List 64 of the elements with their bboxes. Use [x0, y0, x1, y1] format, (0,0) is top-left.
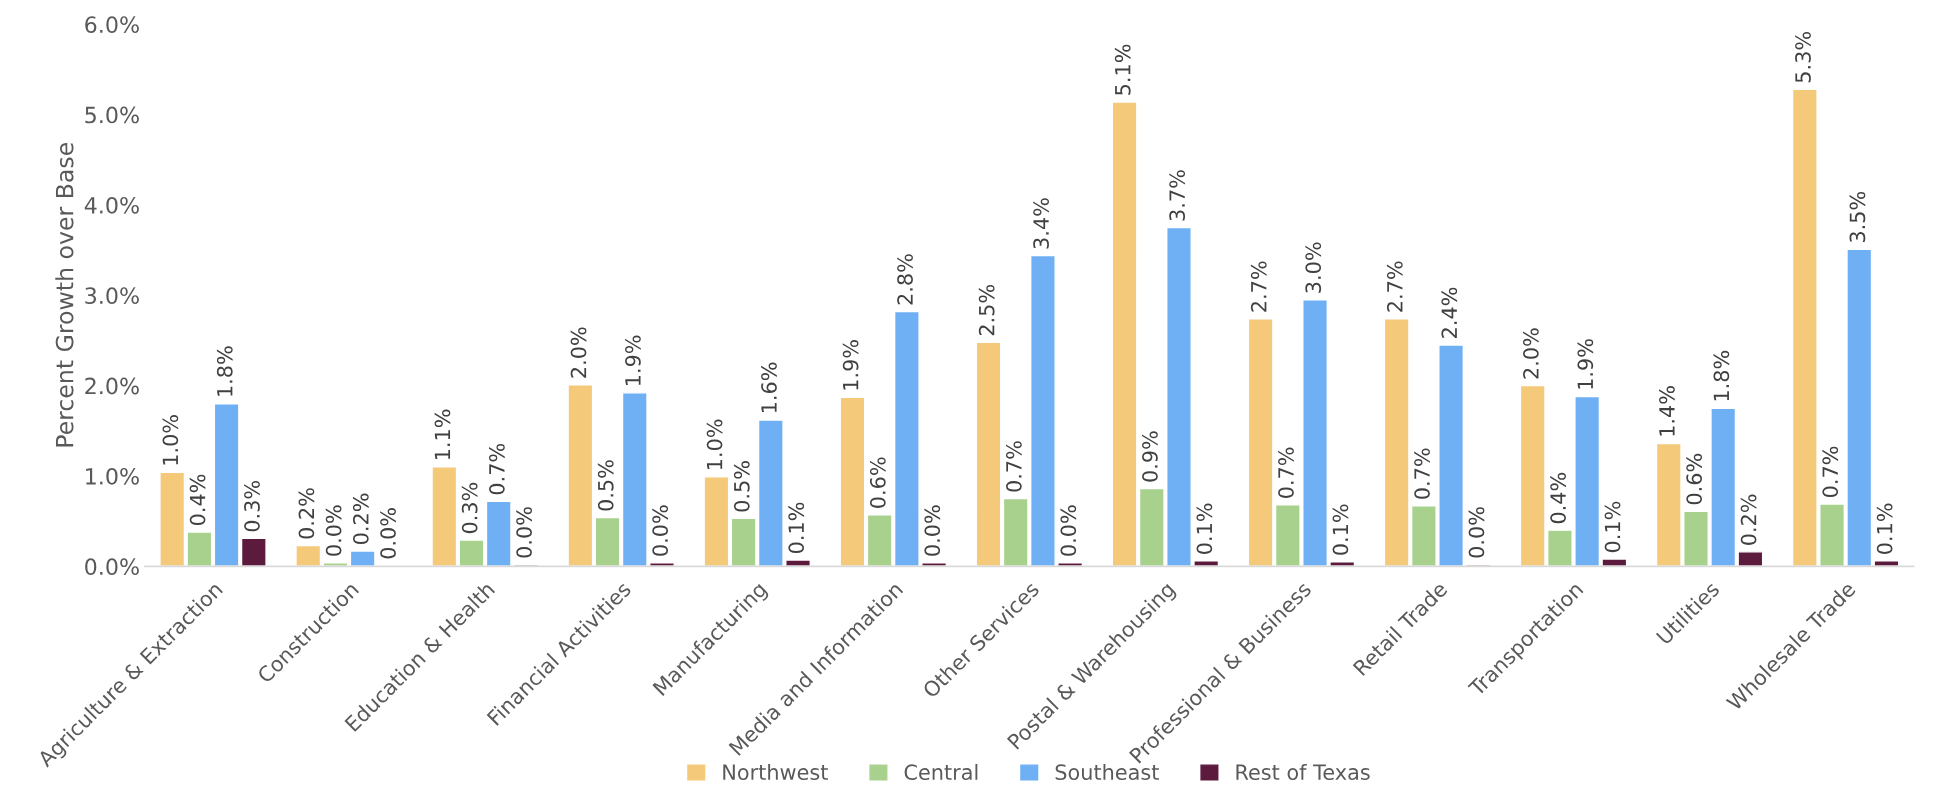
y-axis-title: Percent Growth over Base [55, 143, 74, 447]
data-label: 0.0% [652, 505, 669, 556]
data-label: 0.3% [461, 482, 478, 534]
data-label: 1.6% [761, 362, 777, 413]
data-label: 0.1% [1876, 503, 1893, 554]
data-label: 0.7% [1278, 447, 1294, 498]
data-label: 0.0% [325, 505, 342, 556]
y-tick-label: 3.0% [85, 287, 139, 305]
y-tick-label: 1.0% [86, 467, 139, 485]
data-label: 0.7% [489, 443, 505, 495]
data-label: 0.7% [1006, 441, 1022, 492]
data-label: 0.7% [1822, 446, 1839, 498]
data-label: 1.0% [706, 419, 723, 470]
data-label: 0.6% [869, 457, 886, 508]
y-tick-label: 4.0% [84, 196, 139, 214]
data-label: 3.7% [1169, 170, 1186, 221]
data-label: 0.0% [380, 508, 396, 559]
data-label: 1.9% [842, 340, 859, 390]
data-label: 2.0% [570, 327, 587, 378]
legend-label: Northwest [723, 763, 828, 781]
data-label: 2.8% [897, 254, 913, 305]
data-label: 1.0% [162, 415, 179, 465]
data-label: 0.5% [733, 461, 750, 512]
legend-label: Southeast [1055, 763, 1159, 781]
y-tick-label: 0.0% [85, 558, 139, 576]
data-label: 2.5% [978, 284, 995, 336]
data-label: 0.4% [1550, 472, 1566, 524]
data-label: 0.3% [244, 480, 260, 532]
data-label: 1.9% [625, 335, 641, 386]
data-label: 0.2% [1740, 494, 1757, 545]
data-label: 0.2% [298, 488, 315, 539]
data-label: 0.1% [788, 502, 805, 554]
data-label: 3.5% [1849, 191, 1866, 243]
data-label: 0.0% [924, 505, 941, 556]
data-label: 0.6% [1686, 453, 1703, 505]
data-label: 5.3% [1795, 31, 1811, 83]
data-label: 1.8% [216, 346, 233, 396]
data-label: 0.0% [1468, 507, 1485, 558]
data-label: 1.9% [1577, 339, 1594, 389]
data-label: 2.7% [1386, 261, 1403, 312]
legend-label: Rest of Texas [1236, 763, 1370, 781]
y-tick-label: 6.0% [85, 16, 139, 34]
data-label: 0.1% [1196, 503, 1213, 554]
data-label: 0.1% [1604, 501, 1621, 553]
data-label: 0.0% [516, 507, 532, 558]
data-label: 0.0% [1060, 505, 1077, 556]
data-label: 1.8% [1713, 350, 1730, 401]
data-label: 1.1% [434, 409, 451, 460]
y-tick-label: 2.0% [85, 377, 139, 395]
data-label: 3.4% [1033, 198, 1049, 249]
y-tick-label: 5.0% [85, 106, 139, 124]
data-label: 2.4% [1441, 287, 1458, 338]
legend-label: Central [904, 763, 978, 781]
data-label: 0.1% [1332, 504, 1349, 555]
data-label: 0.2% [352, 493, 369, 545]
data-label: 3.0% [1305, 242, 1322, 293]
data-label: 0.5% [597, 460, 614, 511]
data-label: 2.0% [1523, 328, 1539, 379]
data-label: 2.7% [1250, 261, 1267, 312]
data-label: 0.9% [1142, 431, 1158, 482]
data-label: 0.7% [1414, 448, 1430, 499]
data-label: 0.4% [189, 474, 206, 526]
data-label: 5.1% [1114, 44, 1131, 95]
data-label: 1.4% [1659, 386, 1675, 436]
